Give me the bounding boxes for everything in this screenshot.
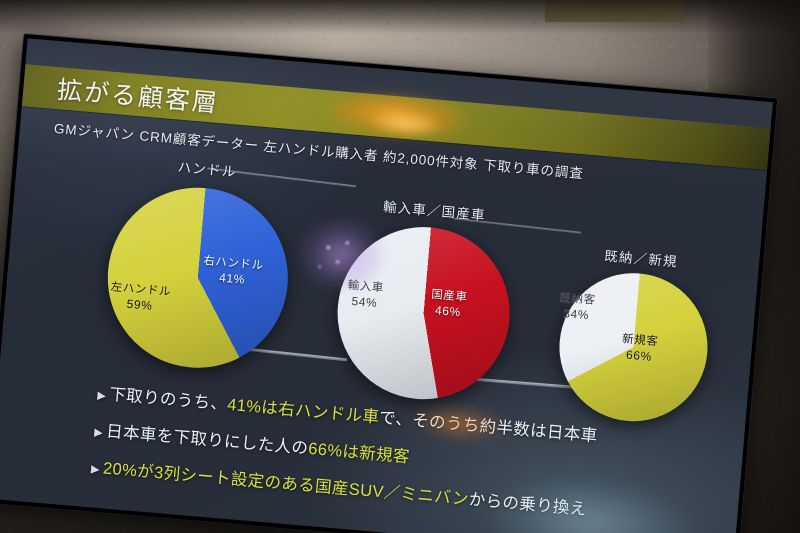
presentation-slide: 拡がる顧客層 GMジャパン CRM顧客データー 左ハンドル購入者 約2,000件… xyxy=(0,38,773,533)
pie-chart-existing-new-title: 既納／新規 xyxy=(603,248,679,270)
bullet-text-plain: 下取りのうち、 xyxy=(108,385,229,414)
bullet-marker-icon: ▶ xyxy=(90,463,101,477)
pie-chart-import-domestic-title: 輸入車／国産車 xyxy=(382,199,487,224)
pie-chart-handle-graphic xyxy=(100,180,296,376)
pie-chart-existing-new-graphic xyxy=(553,267,714,428)
pie-chart-handle-title: ハンドル xyxy=(177,159,238,180)
slide-title: 拡がる顧客層 xyxy=(56,76,220,118)
bullet-text-plain: 日本車を下取りにした人の xyxy=(105,422,310,458)
pie-chart-import-domestic: 輸入車／国産車 国産車 46% 輸入車 54% xyxy=(319,191,535,407)
bullet-marker-icon: ▶ xyxy=(93,426,104,440)
pie-chart-handle: ハンドル 右ハンドル 41% 左ハンドル 59% xyxy=(90,150,307,376)
bullet-text-highlight: 41%は右ハンドル車 xyxy=(226,395,381,427)
bullet-marker-icon: ▶ xyxy=(96,389,107,403)
display-panel-bezel: 拡がる顧客層 GMジャパン CRM顧客データー 左ハンドル購入者 約2,000件… xyxy=(0,34,778,533)
bullet-text-highlight: 66%は新規客 xyxy=(307,439,411,467)
pie-chart-existing-new: 既納／新規 新規客 66% 既納客 34% xyxy=(537,240,732,433)
wall-top-shadow xyxy=(0,0,800,34)
pie-chart-import-domestic-graphic xyxy=(330,220,517,407)
bullet-text-plain: からの乗り換え xyxy=(468,490,588,519)
